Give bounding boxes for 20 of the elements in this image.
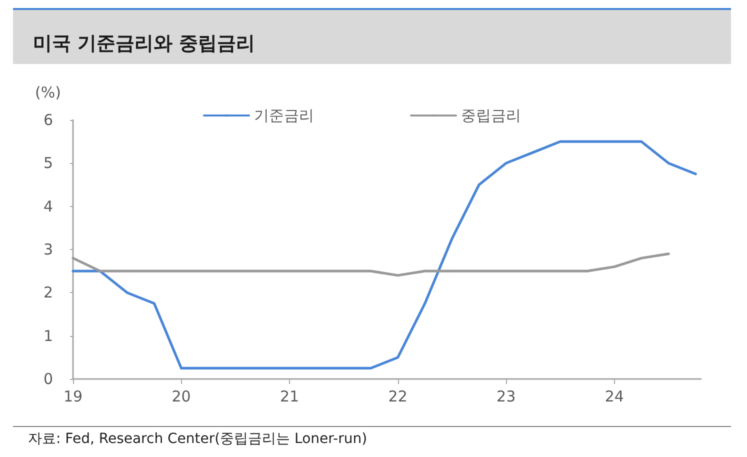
x-tick-label: 20 <box>172 388 191 406</box>
legend-label: 중립금리 <box>461 106 521 124</box>
x-tick-label: 22 <box>388 388 408 406</box>
x-tick-label: 21 <box>280 388 300 406</box>
y-tick-label: 6 <box>43 111 53 129</box>
y-tick-label: 5 <box>43 154 53 172</box>
y-tick-label: 1 <box>43 326 53 345</box>
y-axis-title: (%) <box>35 84 61 102</box>
x-tick-label: 23 <box>496 388 516 406</box>
y-tick-label: 2 <box>43 284 53 302</box>
line-series <box>72 252 670 277</box>
chart-title: 미국 기준금리와 중립금리 <box>33 32 256 54</box>
x-tick-label: 24 <box>604 388 624 406</box>
x-tick-label: 19 <box>63 388 83 406</box>
line-series <box>72 140 697 370</box>
legend-label: 기준금리 <box>254 106 314 124</box>
y-tick-label: 4 <box>43 197 53 216</box>
y-tick-label: 0 <box>43 370 53 388</box>
text: 자료: Fed, Research Center(중립금리는 Loner-run) <box>28 431 368 447</box>
y-tick-label: 3 <box>43 240 53 258</box>
